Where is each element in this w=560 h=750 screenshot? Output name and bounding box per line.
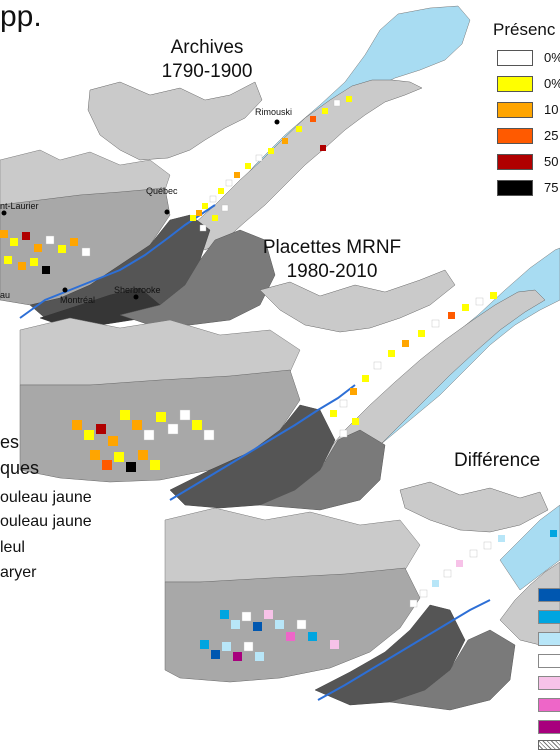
map-archives-zone-mid — [119, 229, 276, 326]
presence-label-5: 75 — [544, 180, 559, 195]
presence-swatch-4 — [497, 154, 533, 170]
map-difference-water — [499, 504, 560, 591]
zones-legend-item-0: ouleau jaune — [0, 489, 92, 506]
zones-legend-item-3: aryer — [0, 564, 37, 581]
difference-swatch-3 — [538, 654, 560, 668]
figure-title-fragment: pp. — [0, 0, 42, 33]
map-mrnf-northshore — [259, 269, 456, 333]
map-mrnf-river — [169, 384, 356, 501]
map-archives — [0, 5, 471, 326]
map-difference-zone-mid — [389, 629, 516, 711]
difference-swatch-2 — [538, 632, 560, 646]
city-label-laurier: nt-Laurier — [0, 201, 39, 211]
city-dot-montreal — [62, 287, 68, 293]
difference-swatch-4 — [538, 676, 560, 690]
difference-swatch-5 — [538, 698, 560, 712]
presence-swatch-3 — [497, 128, 533, 144]
city-label-sherbrooke: Sherbrooke — [114, 285, 161, 295]
presence-label-2: 10 — [544, 102, 559, 117]
city-label-quebec: Québec — [146, 186, 178, 196]
presence-legend-title: Présenc — [493, 20, 556, 39]
zones-legend-item-1: ouleau jaune — [0, 513, 92, 530]
presence-label-4: 50 — [544, 154, 559, 169]
zones-legend-heading-line2: ques — [0, 458, 40, 478]
city-dot-laurier — [1, 210, 7, 216]
archives-title-line2: 1790-1900 — [161, 61, 253, 82]
archives-title: Archives 1790-1900 — [152, 36, 262, 84]
mrnf-title-line2: 1980-2010 — [286, 261, 378, 282]
presence-label-3: 25 — [544, 128, 559, 143]
presence-swatch-5 — [497, 180, 533, 196]
map-mrnf-zone-mid — [259, 429, 386, 511]
map-archives-southshore — [184, 79, 423, 251]
difference-swatch-6 — [538, 720, 560, 734]
zones-legend-item-2: leul — [0, 539, 25, 556]
difference-swatch-1 — [538, 610, 560, 624]
archives-title-line1: Archives — [170, 37, 244, 58]
presence-swatch-0 — [497, 50, 533, 66]
difference-swatch-0 — [538, 588, 560, 602]
presence-label-1: 0% — [544, 76, 560, 91]
presence-label-0: 0% — [544, 50, 560, 65]
difference-title: Différence — [454, 450, 541, 471]
city-label-au: au — [0, 290, 11, 300]
map-mrnf — [19, 247, 560, 511]
map-mrnf-cells — [72, 292, 497, 472]
city-dot-sherbrooke — [133, 294, 139, 300]
map-archives-northshore — [87, 81, 263, 161]
mrnf-title: Placettes MRNF 1980-2010 — [262, 236, 402, 284]
zones-legend-heading-line1: es — [0, 432, 20, 452]
presence-swatch-1 — [497, 76, 533, 92]
map-mrnf-southshore — [319, 289, 546, 471]
map-difference-northshore — [399, 481, 549, 533]
city-label-rimouski: Rimouski — [255, 107, 293, 117]
city-dot-quebec — [164, 209, 170, 215]
map-archives-cells — [190, 96, 352, 232]
presence-swatch-2 — [497, 102, 533, 118]
difference-swatch-hatched — [538, 740, 560, 750]
map-difference — [164, 481, 560, 711]
map-archives-west-cells — [0, 230, 91, 274]
mrnf-title-line1: Placettes MRNF — [262, 237, 402, 258]
map-difference-river — [317, 599, 491, 701]
map-difference-zone-light — [164, 567, 421, 683]
city-label-montreal: Montréal — [60, 295, 96, 305]
map-difference-cells — [200, 530, 557, 661]
city-dot-rimouski — [274, 119, 280, 125]
map-difference-southshore — [499, 561, 560, 646]
